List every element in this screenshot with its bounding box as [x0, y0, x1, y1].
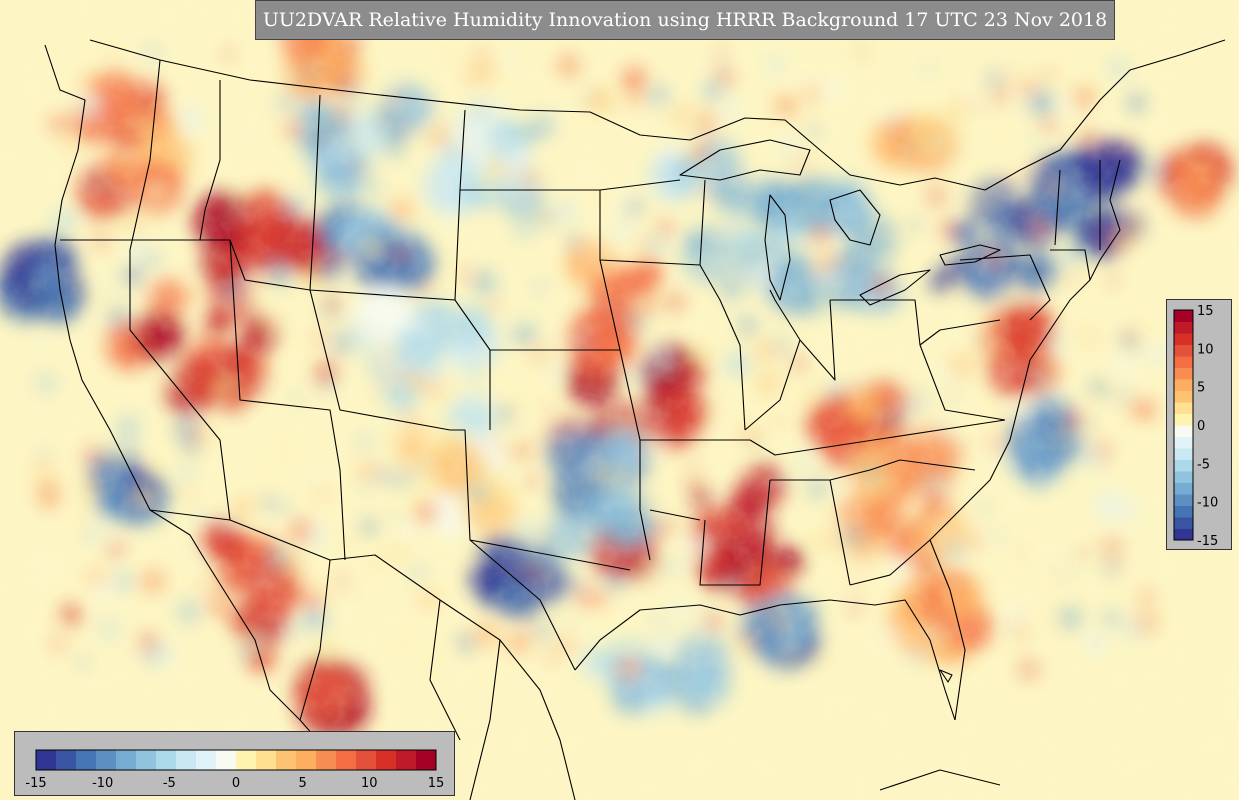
colorbar-h-tick-label: 0 [232, 776, 240, 791]
map-title-box: UU2DVAR Relative Humidity Innovation usi… [255, 0, 1115, 40]
colorbar-h-swatch [316, 750, 337, 770]
colorbar-horizontal: -15 -10 -5 0 5 10 15 [14, 731, 455, 796]
lake-superior [679, 139, 811, 181]
coast-east [929, 159, 1121, 721]
colorbar-h-swatch [376, 750, 397, 770]
colorbar-h-tick-label: 15 [428, 776, 445, 791]
colorbar-h-swatch [356, 750, 377, 770]
colorbar-v-swatch [1174, 356, 1193, 368]
colorbar-vertical-scale: -15 -10 -5 0 5 10 15 [1173, 304, 1218, 549]
colorbar-h-swatch [296, 750, 317, 770]
colorbar-v-swatch [1174, 482, 1193, 495]
colorbar-h-swatch [256, 750, 277, 770]
colorbar-v-swatch [1174, 505, 1193, 518]
colorbar-h-swatch [96, 750, 117, 770]
colorbar-v-swatch [1174, 436, 1193, 449]
colorbar-v-swatch [1174, 459, 1193, 472]
colorbar-v-swatch [1174, 517, 1193, 529]
coast-gulf [574, 599, 956, 721]
colorbar-h-swatch [216, 750, 237, 770]
colorbar-h-swatch [116, 750, 137, 770]
lake-huron [829, 189, 881, 246]
colorbar-h-swatch [176, 750, 197, 770]
map-title: UU2DVAR Relative Humidity Innovation usi… [262, 9, 1108, 31]
colorbar-h-swatch [196, 750, 217, 770]
colorbar-h-swatch [56, 750, 77, 770]
colorbar-vertical: -15 -10 -5 0 5 10 15 [1166, 299, 1232, 550]
colorbar-v-swatch [1174, 494, 1193, 506]
colorbar-v-tick-label: -5 [1197, 457, 1210, 472]
colorbar-h-tick-label: -15 [25, 776, 46, 791]
colorbar-v-tick-label: 0 [1197, 419, 1205, 434]
colorbar-h-tick-label: -10 [92, 776, 113, 791]
colorbar-h-tick-label: 10 [361, 776, 378, 791]
colorbar-v-tick-label: 15 [1197, 304, 1214, 319]
colorbar-v-swatch [1174, 528, 1193, 541]
colorbar-v-tick-label: 10 [1197, 342, 1214, 357]
colorbar-v-swatch [1174, 402, 1193, 414]
colorbar-v-tick-label: 5 [1197, 381, 1205, 396]
colorbar-h-tick-label: -5 [163, 776, 176, 791]
colorbar-h-swatch [136, 750, 157, 770]
colorbar-v-swatch [1174, 310, 1193, 322]
lake-ontario [939, 244, 1001, 266]
colorbar-v-frame [1173, 309, 1194, 541]
colorbar-v-swatch [1174, 367, 1193, 380]
colorbar-horizontal-scale: -15 -10 -5 0 5 10 15 [25, 749, 445, 791]
colorbar-v-tick-label: -10 [1197, 496, 1218, 511]
colorbar-v-swatch [1174, 321, 1193, 334]
colorbar-v-swatch [1174, 471, 1193, 483]
colorbar-h-swatch [236, 750, 257, 770]
border-canada [89, 39, 1226, 191]
colorbar-h-swatch [36, 750, 57, 770]
colorbar-v-swatch [1174, 333, 1193, 345]
lake-erie [859, 269, 931, 306]
colorbar-h-swatch [156, 750, 177, 770]
colorbar-h-frame [35, 749, 437, 771]
colorbar-h-tick-label: 5 [299, 776, 307, 791]
lake-michigan [764, 194, 791, 301]
colorbar-h-swatch [336, 750, 357, 770]
coastline-west [44, 44, 336, 761]
colorbar-h-swatch [76, 750, 97, 770]
colorbar-v-swatch [1174, 413, 1193, 426]
colorbar-h-swatch [276, 750, 297, 770]
colorbar-h-swatch [396, 750, 417, 770]
colorbar-v-swatch [1174, 379, 1193, 391]
colorbar-v-swatch [1174, 344, 1193, 357]
colorbar-h-swatch [416, 750, 437, 770]
colorbar-v-swatch [1174, 425, 1193, 437]
colorbar-v-swatch [1174, 390, 1193, 403]
colorbar-v-tick-label: -15 [1197, 534, 1218, 549]
colorbar-v-swatch [1174, 448, 1193, 460]
